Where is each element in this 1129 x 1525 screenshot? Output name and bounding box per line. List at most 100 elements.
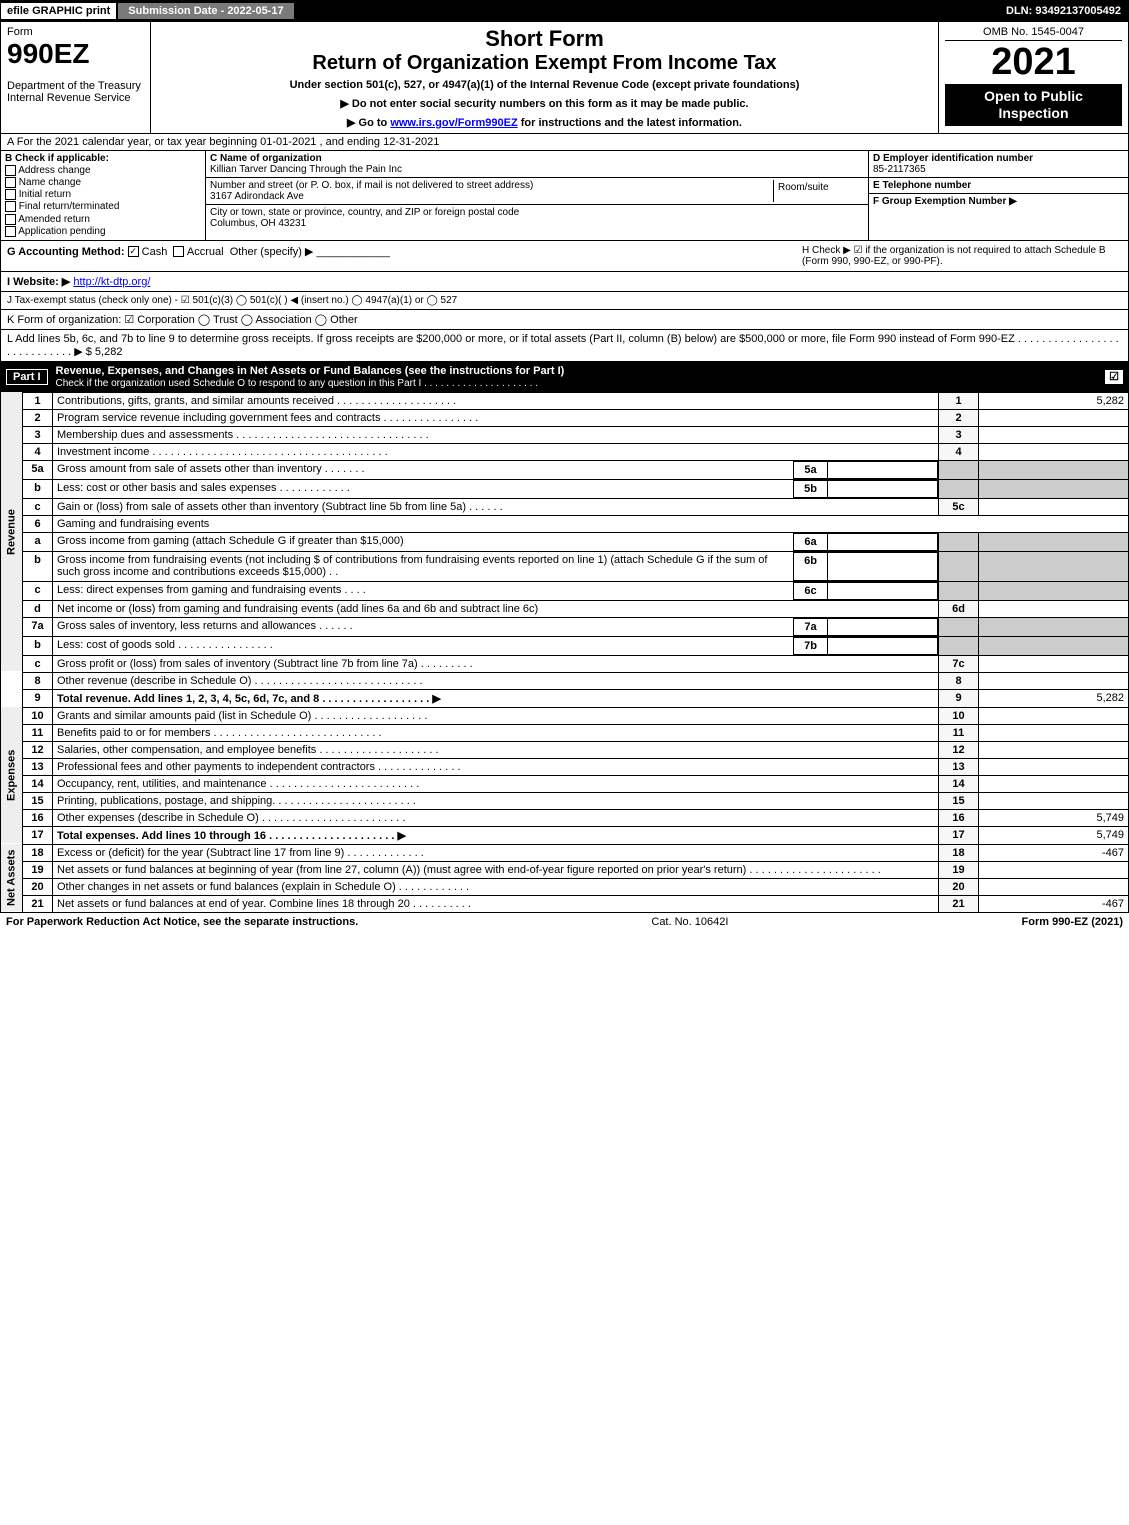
l3-amt <box>979 426 1129 443</box>
l17-num: 17 <box>23 826 53 844</box>
c-city-row: City or town, state or province, country… <box>206 205 868 231</box>
l1-col: 1 <box>939 392 979 409</box>
c-street-lbl: Number and street (or P. O. box, if mail… <box>210 180 773 191</box>
l7a-col <box>939 617 979 636</box>
l6a-amt <box>979 532 1129 551</box>
part-i-check: ☑ <box>1105 370 1123 384</box>
c-name-lbl: C Name of organization <box>210 153 864 164</box>
l12-col: 12 <box>939 741 979 758</box>
ein: 85-2117365 <box>873 164 1124 175</box>
goto-link[interactable]: www.irs.gov/Form990EZ <box>390 117 517 129</box>
l19-col: 19 <box>939 861 979 878</box>
l6a-desc: Gross income from gaming (attach Schedul… <box>53 533 794 550</box>
l2-amt <box>979 409 1129 426</box>
l20-num: 20 <box>23 878 53 895</box>
l14-col: 14 <box>939 775 979 792</box>
title-return: Return of Organization Exempt From Incom… <box>157 52 932 75</box>
b-opt-address[interactable]: Address change <box>5 165 201 176</box>
l3-col: 3 <box>939 426 979 443</box>
l7b-col <box>939 636 979 655</box>
header-mid: Short Form Return of Organization Exempt… <box>151 22 938 133</box>
l11-num: 11 <box>23 724 53 741</box>
l5b-num: b <box>23 479 53 498</box>
l19-desc: Net assets or fund balances at beginning… <box>53 861 939 878</box>
l6a-in: 6a <box>794 533 828 550</box>
l6a-iv <box>828 533 938 550</box>
l6c-desc: Less: direct expenses from gaming and fu… <box>53 582 794 599</box>
l17-amt: 5,749 <box>979 826 1129 844</box>
b-opt-name[interactable]: Name change <box>5 177 201 188</box>
c-name-row: C Name of organization Killian Tarver Da… <box>206 151 868 178</box>
b-opt-pending[interactable]: Application pending <box>5 226 201 237</box>
omb-number: OMB No. 1545-0047 <box>945 26 1122 41</box>
l4-col: 4 <box>939 443 979 460</box>
l6d-col: 6d <box>939 600 979 617</box>
b-opt-initial[interactable]: Initial return <box>5 189 201 200</box>
l5b-iv <box>828 480 938 497</box>
l4-num: 4 <box>23 443 53 460</box>
l1-amt: 5,282 <box>979 392 1129 409</box>
l2-desc: Program service revenue including govern… <box>53 409 939 426</box>
l7c-col: 7c <box>939 655 979 672</box>
l9-num: 9 <box>23 689 53 707</box>
col-def: D Employer identification number 85-2117… <box>868 151 1128 240</box>
l6b-iv <box>828 552 938 580</box>
l6c-cell: Less: direct expenses from gaming and fu… <box>53 581 939 600</box>
l7a-desc: Gross sales of inventory, less returns a… <box>53 618 794 635</box>
street-cell: Number and street (or P. O. box, if mail… <box>210 180 774 202</box>
l7a-cell: Gross sales of inventory, less returns a… <box>53 617 939 636</box>
l6-num: 6 <box>23 515 53 532</box>
e-row: E Telephone number <box>869 178 1128 194</box>
l13-num: 13 <box>23 758 53 775</box>
l6a-col <box>939 532 979 551</box>
l10-col: 10 <box>939 707 979 724</box>
org-street: 3167 Adirondack Ave <box>210 191 773 202</box>
l8-desc: Other revenue (describe in Schedule O) .… <box>53 672 939 689</box>
l6c-col <box>939 581 979 600</box>
b-opt-3: Final return/terminated <box>19 202 120 213</box>
l7b-desc: Less: cost of goods sold . . . . . . . .… <box>53 637 794 654</box>
l9-col: 9 <box>939 689 979 707</box>
efile-label: efile GRAPHIC print <box>0 2 117 20</box>
org-city: Columbus, OH 43231 <box>210 218 864 229</box>
b-opt-amended[interactable]: Amended return <box>5 214 201 225</box>
l21-col: 21 <box>939 895 979 912</box>
l10-amt <box>979 707 1129 724</box>
e-lbl: E Telephone number <box>873 180 1124 191</box>
form-word: Form <box>7 26 144 38</box>
under-section: Under section 501(c), 527, or 4947(a)(1)… <box>157 79 932 91</box>
l9-amt: 5,282 <box>979 689 1129 707</box>
l7c-amt <box>979 655 1129 672</box>
l9-desc-text: Total revenue. Add lines 1, 2, 3, 4, 5c,… <box>57 693 441 705</box>
l11-col: 11 <box>939 724 979 741</box>
top-bar: efile GRAPHIC print Submission Date - 20… <box>0 0 1129 22</box>
footer-mid: Cat. No. 10642I <box>358 916 1021 928</box>
footer-right: Form 990-EZ (2021) <box>1022 916 1123 928</box>
checkbox-icon <box>5 226 16 237</box>
checkbox-icon <box>173 246 184 257</box>
l7a-amt <box>979 617 1129 636</box>
l6d-amt <box>979 600 1129 617</box>
f-lbl: F Group Exemption Number ▶ <box>873 196 1124 207</box>
l4-amt <box>979 443 1129 460</box>
l6d-desc: Net income or (loss) from gaming and fun… <box>53 600 939 617</box>
l6b-col <box>939 551 979 581</box>
b-opt-final[interactable]: Final return/terminated <box>5 201 201 212</box>
l18-desc: Excess or (deficit) for the year (Subtra… <box>53 844 939 861</box>
h-cell: H Check ▶ ☑ if the organization is not r… <box>802 245 1122 267</box>
l15-desc: Printing, publications, postage, and shi… <box>53 792 939 809</box>
line-a-text: A For the 2021 calendar year, or tax yea… <box>7 136 439 148</box>
l18-amt: -467 <box>979 844 1129 861</box>
l6-desc: Gaming and fundraising events <box>53 515 1129 532</box>
l7c-num: c <box>23 655 53 672</box>
form-header: Form 990EZ Department of the Treasury In… <box>0 22 1129 134</box>
c-street-row: Number and street (or P. O. box, if mail… <box>206 178 868 205</box>
l5a-num: 5a <box>23 460 53 479</box>
l11-desc: Benefits paid to or for members . . . . … <box>53 724 939 741</box>
l6d-num: d <box>23 600 53 617</box>
l6b-cell: Gross income from fundraising events (no… <box>53 551 939 581</box>
l15-num: 15 <box>23 792 53 809</box>
side-netassets: Net Assets <box>1 844 23 912</box>
l10-num: 10 <box>23 707 53 724</box>
website-link[interactable]: http://kt-dtp.org/ <box>73 276 150 288</box>
